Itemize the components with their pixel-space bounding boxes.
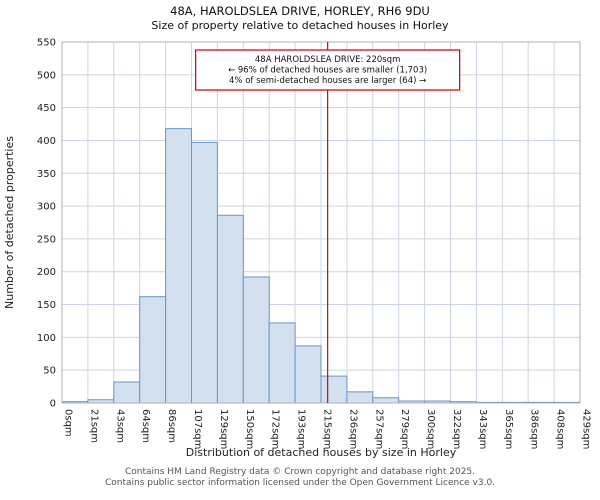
footer-attribution-line2: Contains public sector information licen…: [104, 478, 496, 488]
y-tick-label: 150: [37, 300, 56, 311]
x-tick-label: 236sqm: [347, 409, 358, 449]
chart-subtitle: Size of property relative to detached ho…: [151, 19, 449, 32]
annotation-box: [195, 49, 461, 91]
x-axis-label: Distribution of detached houses by size …: [186, 446, 457, 459]
bar: [242, 276, 270, 404]
x-tick-label: 86sqm: [166, 409, 177, 443]
x-tick-label: 129sqm: [218, 409, 229, 449]
bar: [372, 397, 400, 404]
y-axis-label: Number of detached properties: [3, 136, 16, 309]
y-tick-label: 100: [37, 333, 56, 344]
footer-attribution-line1: Contains HM Land Registry data © Crown c…: [124, 467, 476, 477]
x-tick-label: 21sqm: [88, 409, 99, 443]
annotation-line: 48A HAROLDSLEA DRIVE: 220sqm: [255, 55, 400, 65]
x-tick-label: 64sqm: [140, 409, 151, 443]
x-tick-label: 322sqm: [451, 409, 462, 449]
x-tick-label: 279sqm: [399, 409, 410, 449]
bar: [346, 391, 374, 404]
x-tick-label: 215sqm: [322, 409, 333, 449]
y-tick-label: 50: [43, 366, 56, 377]
annotation-line: 4% of semi-detached houses are larger (6…: [229, 76, 426, 86]
chart-header: 48A, HAROLDSLEA DRIVE, HORLEY, RH6 9DU S…: [0, 4, 600, 33]
bar: [268, 322, 296, 404]
y-tick-label: 250: [37, 234, 56, 245]
bar: [294, 345, 322, 404]
bar: [113, 381, 141, 404]
x-tick-label: 150sqm: [244, 409, 255, 449]
bar: [139, 296, 167, 404]
y-tick-label: 200: [37, 267, 56, 278]
x-tick-label: 257sqm: [373, 409, 384, 449]
x-tick-label: 408sqm: [555, 409, 566, 449]
bar: [165, 128, 193, 404]
y-tick-label: 0: [50, 399, 56, 410]
x-tick-label: 193sqm: [296, 409, 307, 449]
x-tick-label: 0sqm: [63, 409, 74, 437]
x-tick-label: 386sqm: [529, 409, 540, 449]
x-tick-label: 429sqm: [581, 409, 592, 449]
x-tick-label: 107sqm: [192, 409, 203, 449]
x-tick-label: 343sqm: [477, 409, 488, 449]
x-tick-label: 365sqm: [503, 409, 514, 449]
bar: [191, 141, 218, 404]
footer: Contains HM Land Registry data © Crown c…: [0, 467, 600, 489]
chart-title: 48A, HAROLDSLEA DRIVE, HORLEY, RH6 9DU: [170, 4, 430, 18]
x-tick-label: 43sqm: [114, 409, 125, 443]
x-tick-label: 172sqm: [270, 409, 281, 449]
bar: [320, 375, 348, 404]
bar: [216, 214, 244, 404]
y-tick-label: 350: [37, 169, 56, 180]
y-tick-label: 450: [37, 103, 56, 114]
y-tick-label: 300: [37, 202, 56, 213]
x-tick-label: 300sqm: [425, 409, 436, 449]
histogram-plot: 48A HAROLDSLEA DRIVE: 220sqm← 96% of det…: [3, 38, 592, 460]
plot-border: [61, 41, 581, 404]
y-tick-label: 550: [37, 38, 56, 49]
y-tick-label: 400: [37, 136, 56, 147]
annotation-line: ← 96% of detached houses are smaller (1,…: [228, 66, 427, 76]
y-tick-label: 500: [37, 70, 56, 81]
